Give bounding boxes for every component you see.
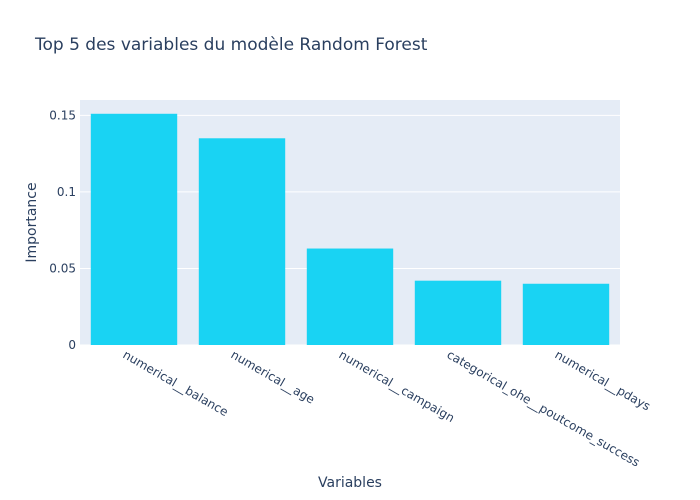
bar-numerical__pdays (522, 283, 610, 345)
x-tick-label: numerical__balance (121, 347, 231, 419)
y-tick-label: 0 (68, 338, 76, 352)
bar-numerical__campaign (306, 248, 394, 345)
x-tick-label: numerical__campaign (337, 347, 457, 425)
x-axis-title: Variables (318, 475, 382, 491)
x-tick-label: numerical__age (229, 347, 318, 406)
y-tick-label: 0.05 (49, 261, 76, 275)
y-axis-title: Importance (24, 182, 40, 262)
x-tick-label: categorical_ohe__poutcome_success (445, 347, 643, 469)
y-tick-label: 0.15 (49, 108, 76, 122)
bar-categorical_ohe__poutcome_success (414, 280, 502, 345)
y-axis-ticks: 0 0.05 0.1 0.15 (49, 108, 76, 352)
bar-numerical__balance (90, 113, 178, 345)
y-tick-label: 0.1 (57, 185, 76, 199)
bar-numerical__age (198, 138, 286, 345)
x-tick-label: numerical__pdays (553, 347, 653, 413)
chart-title: Top 5 des variables du modèle Random For… (34, 35, 428, 55)
bars (90, 113, 610, 345)
